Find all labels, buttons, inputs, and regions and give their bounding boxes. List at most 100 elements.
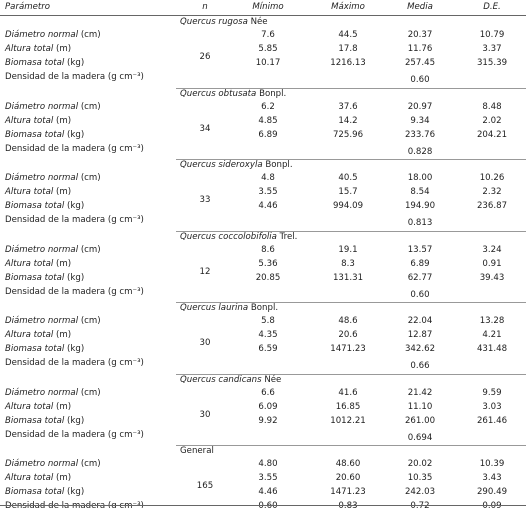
row-label: Diámetro normal (cm) [5, 459, 101, 470]
param-unit: (m) [56, 187, 72, 197]
value-cell: 0.813 [407, 218, 433, 228]
param-unit: (kg) [67, 129, 85, 140]
row-label: Biomasa total (kg) [5, 416, 84, 427]
n-cell: 30 [199, 409, 211, 420]
value-cell: 5.8 [261, 316, 275, 326]
n-cell: 30 [199, 338, 211, 348]
value-cell: 1216.13 [330, 58, 366, 68]
group-title: Quercus coccolobifolia Trel. [180, 232, 297, 243]
value-cell: 9.59 [482, 387, 502, 398]
row-label: Diámetro normal (cm) [5, 245, 101, 256]
param-unit: (m) [56, 401, 72, 412]
species-authority: Bonpl. [250, 303, 279, 313]
value-cell: 19.1 [338, 244, 358, 255]
value-cell: 6.89 [410, 258, 430, 269]
value-cell: 62.77 [407, 272, 433, 283]
value-cell: 0.694 [407, 432, 433, 443]
value-cell: 14.2 [338, 115, 358, 126]
species-authority: Née [264, 374, 282, 385]
param-unit: (cm) [80, 387, 101, 398]
value-cell: 0.60 [410, 75, 430, 85]
value-cell: 13.28 [479, 316, 505, 326]
value-cell: 13.57 [407, 244, 433, 255]
param-unit: (m) [56, 258, 72, 269]
value-cell: 3.43 [482, 473, 502, 483]
param-label: Diámetro normal [5, 244, 79, 255]
value-cell: 10.39 [479, 459, 505, 469]
param-label: Altura total [5, 44, 54, 54]
n-cell: 165 [196, 481, 214, 491]
param-label: Densidad de la madera (g cm⁻³) [5, 143, 144, 154]
param-label: Densidad de la madera (g cm⁻³) [5, 215, 144, 225]
value-cell: 39.43 [479, 272, 505, 283]
param-label: Densidad de la madera (g cm⁻³) [5, 286, 144, 297]
row-label: Altura total (m) [5, 116, 71, 127]
param-label: Diámetro normal [5, 387, 79, 398]
param-label: Diámetro normal [5, 30, 79, 40]
param-label: Altura total [5, 258, 54, 269]
row-label: Densidad de la madera (g cm⁻³) [5, 430, 144, 441]
group-rule [176, 445, 526, 446]
value-cell: 18.00 [407, 173, 433, 183]
value-cell: 10.17 [255, 58, 281, 68]
param-label: Diámetro normal [5, 173, 79, 183]
param-unit: (kg) [67, 58, 85, 68]
value-cell: 6.59 [258, 344, 278, 354]
value-cell: 4.85 [258, 115, 278, 126]
param-label: Altura total [5, 187, 54, 197]
row-label: Altura total (m) [5, 259, 71, 270]
value-cell: 37.6 [338, 101, 358, 112]
value-cell: 20.85 [255, 272, 281, 283]
param-unit: (cm) [80, 101, 101, 112]
n-cell: 26 [199, 52, 211, 62]
value-cell: 11.76 [407, 44, 433, 54]
param-label: Altura total [5, 401, 54, 412]
group-title: Quercus rugosa Née [180, 17, 268, 28]
value-cell: 431.48 [476, 344, 508, 354]
row-label: Densidad de la madera (g cm⁻³) [5, 72, 144, 83]
row-label: Diámetro normal (cm) [5, 173, 101, 184]
group-title: Quercus sideroxyla Bonpl. [180, 160, 293, 171]
row-label: Biomasa total (kg) [5, 130, 84, 141]
value-cell: 41.6 [338, 387, 358, 398]
value-cell: 6.2 [261, 101, 275, 112]
value-cell: 8.48 [482, 101, 502, 112]
param-unit: (cm) [80, 316, 101, 326]
value-cell: 11.10 [407, 401, 433, 412]
header-cell: n [202, 2, 208, 12]
param-label: Altura total [5, 330, 54, 340]
row-label: Diámetro normal (cm) [5, 30, 101, 41]
param-label: Diámetro normal [5, 459, 79, 469]
value-cell: 3.03 [482, 401, 502, 412]
row-label: Biomasa total (kg) [5, 58, 84, 69]
row-label: Altura total (m) [5, 187, 71, 198]
row-label: Densidad de la madera (g cm⁻³) [5, 215, 144, 226]
param-unit: (kg) [67, 344, 85, 354]
row-label: Diámetro normal (cm) [5, 102, 101, 113]
value-cell: 9.92 [258, 415, 278, 426]
row-label: Diámetro normal (cm) [5, 388, 101, 399]
value-cell: 3.55 [258, 187, 278, 197]
param-unit: (cm) [80, 459, 101, 469]
species-authority: Trel. [279, 231, 298, 242]
row-label: Densidad de la madera (g cm⁻³) [5, 501, 144, 508]
value-cell: 21.42 [407, 387, 433, 398]
species-authority: Bonpl. [259, 88, 287, 99]
param-label: Biomasa total [5, 129, 65, 140]
row-label: Altura total (m) [5, 402, 71, 413]
value-cell: 9.34 [410, 115, 430, 126]
n-cell: 12 [199, 266, 211, 277]
value-cell: 15.7 [338, 187, 358, 197]
value-cell: 261.00 [404, 415, 436, 426]
value-cell: 131.31 [332, 272, 364, 283]
species-name: Quercus rugosa [180, 17, 248, 27]
value-cell: 10.79 [479, 30, 505, 40]
value-cell: 10.35 [407, 473, 433, 483]
param-label: Biomasa total [5, 201, 65, 211]
param-label: Densidad de la madera (g cm⁻³) [5, 72, 144, 82]
param-unit: (m) [56, 44, 72, 54]
value-cell: 204.21 [476, 129, 508, 140]
param-label: Densidad de la madera (g cm⁻³) [5, 358, 144, 368]
row-label: Altura total (m) [5, 473, 71, 484]
species-authority: Bonpl. [265, 160, 293, 170]
